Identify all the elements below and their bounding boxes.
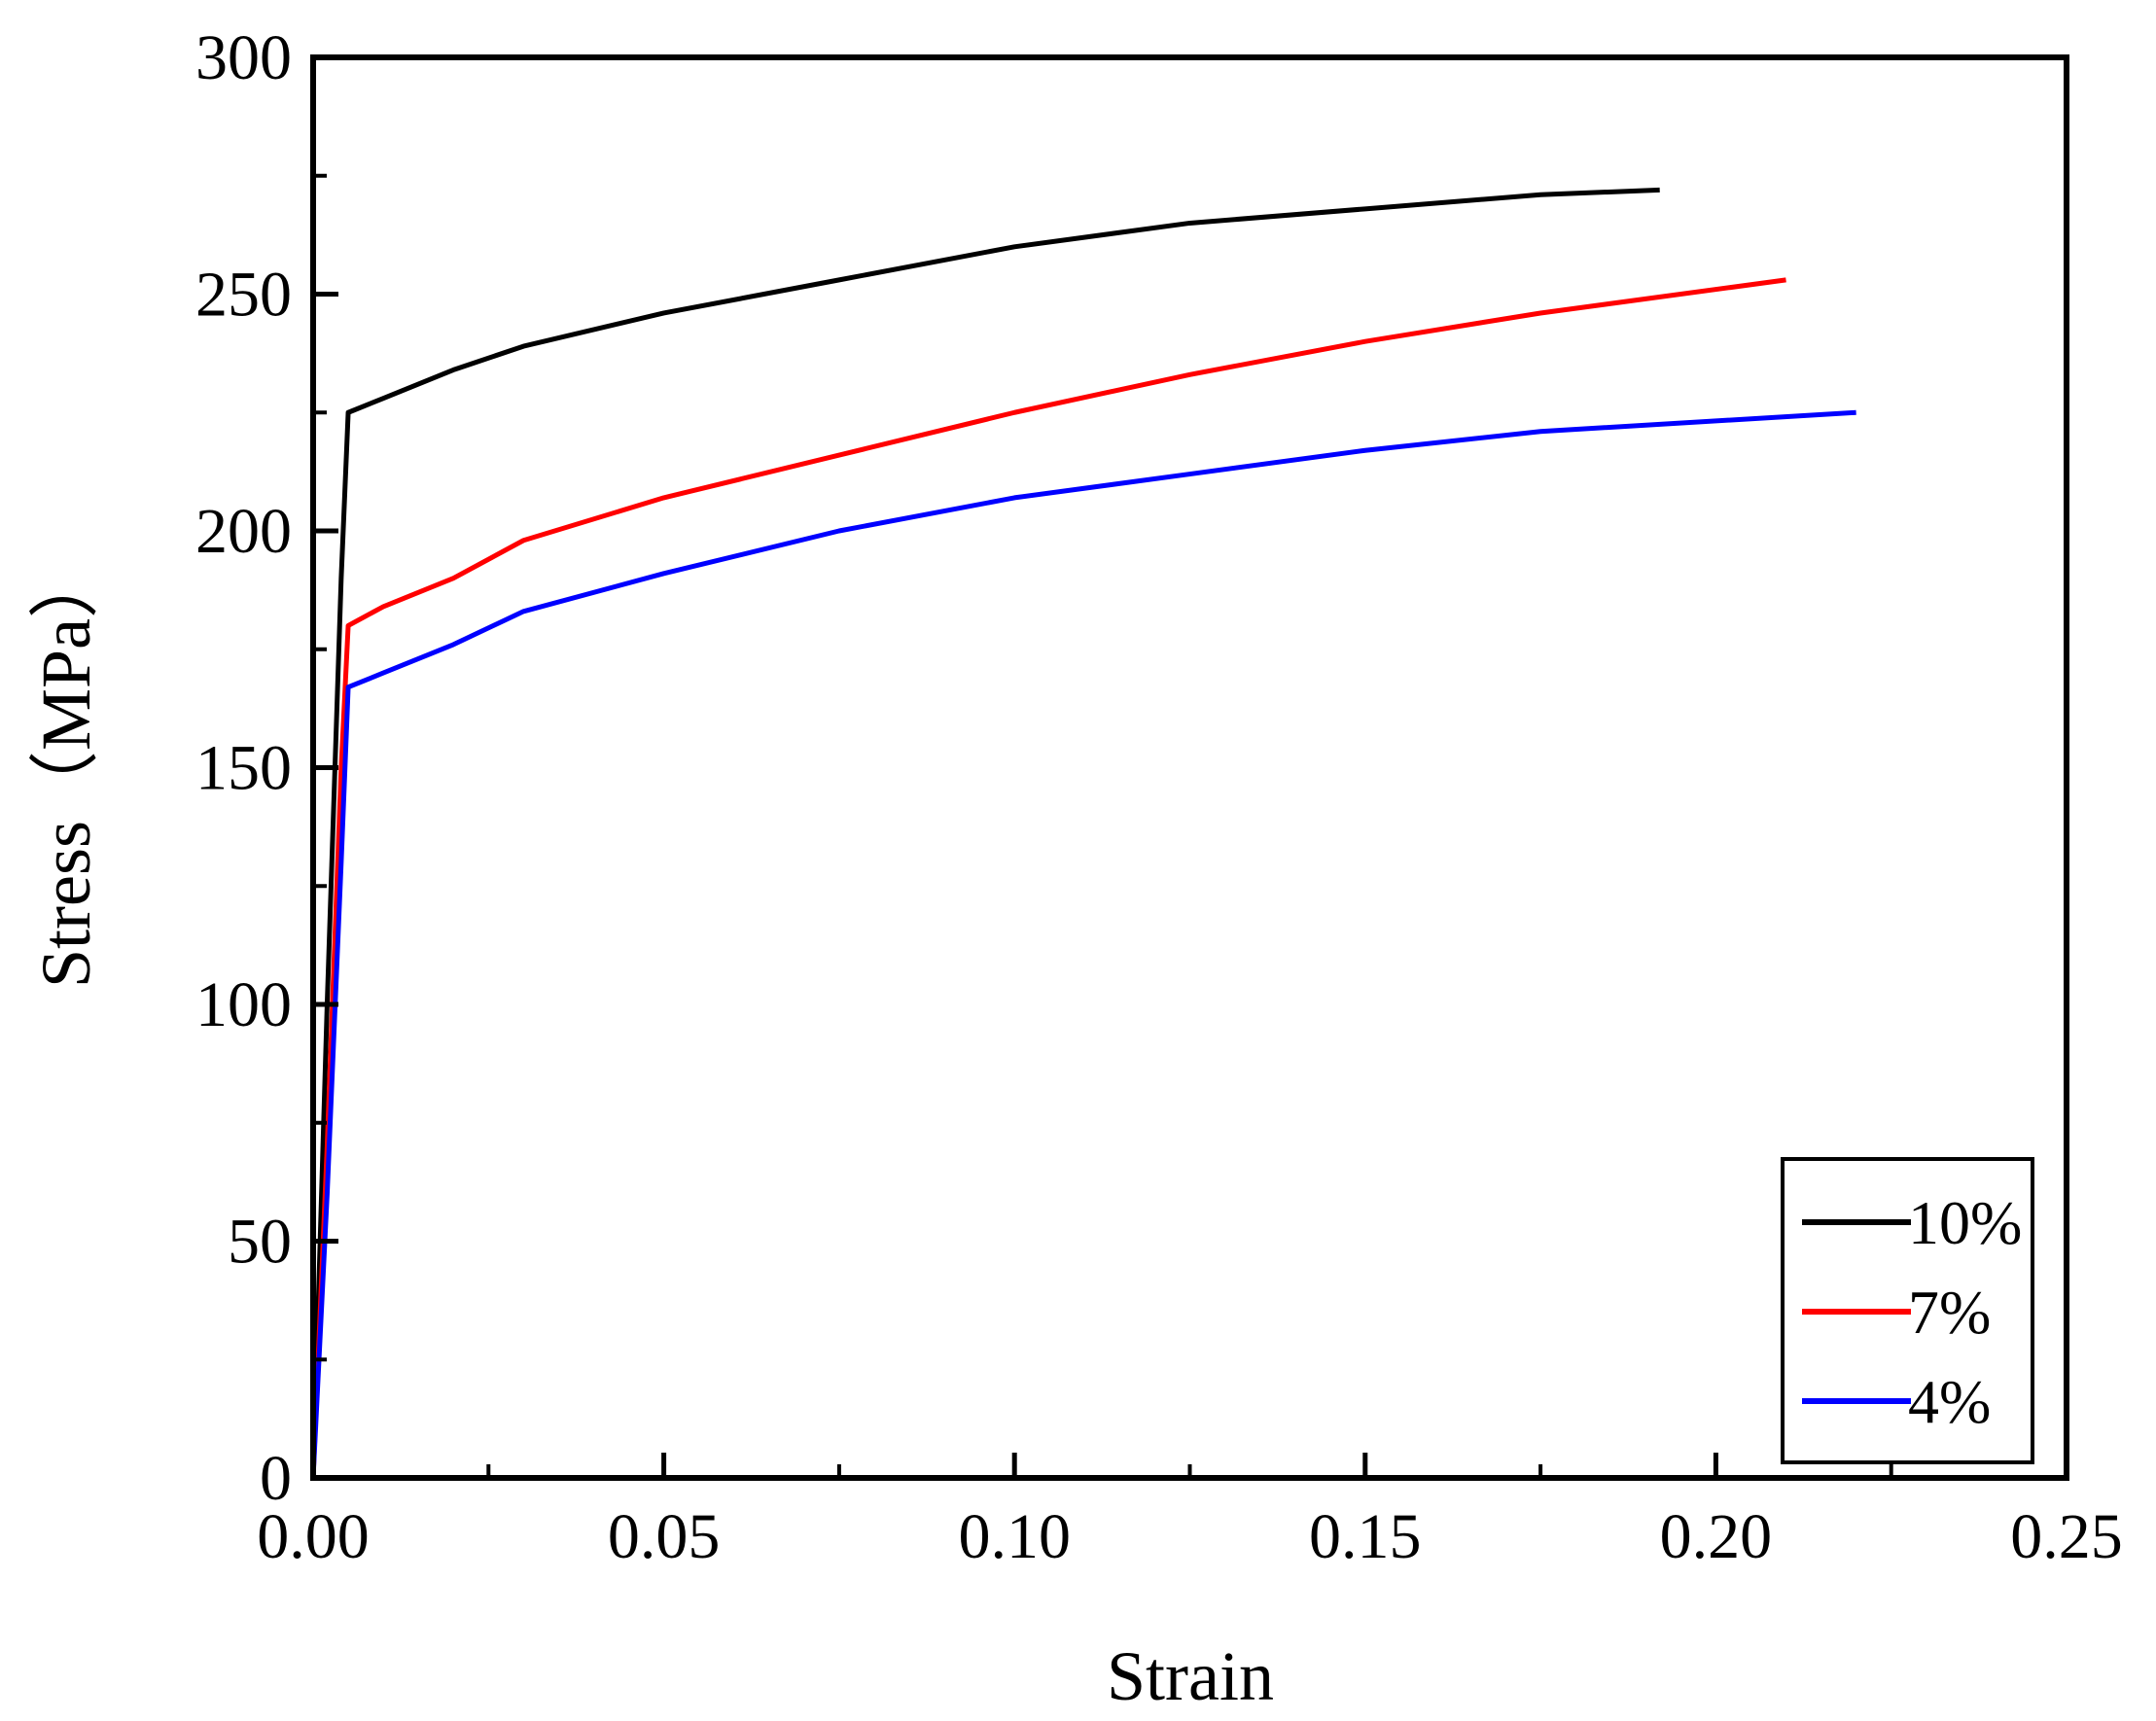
x-axis-label: Strain (1107, 1637, 1274, 1715)
y-axis-label: Stress（MPa） (27, 548, 105, 988)
x-tick-label: 0.15 (1309, 1501, 1422, 1572)
axis-ticks: 0.00 0.05 0.10 0.15 0.20 0.25 0 50 100 150 200 250 3… (195, 22, 2123, 1572)
y-tick-label: 300 (195, 22, 292, 93)
legend-label: 4% (1908, 1367, 1991, 1436)
legend-label: 10% (1908, 1188, 2022, 1257)
y-tick-label: 100 (195, 969, 292, 1040)
x-tick-label: 0.25 (2010, 1501, 2123, 1572)
series-line-10pct (310, 187, 1660, 1479)
y-tick-label: 50 (228, 1207, 292, 1278)
y-tick-label: 150 (195, 733, 292, 804)
plot-area (310, 187, 1856, 1479)
y-tick-label: 250 (195, 260, 292, 331)
legend: 10% 7% 4% (1781, 1157, 2034, 1464)
x-tick-label: 0.10 (958, 1501, 1071, 1572)
x-tick-label: 0.00 (257, 1501, 370, 1572)
y-tick-label: 200 (195, 496, 292, 567)
series-line-7pct (310, 277, 1786, 1479)
legend-label: 7% (1908, 1278, 1991, 1347)
x-tick-label: 0.20 (1660, 1501, 1773, 1572)
series-line-4pct (310, 409, 1856, 1479)
y-tick-label: 0 (260, 1443, 292, 1514)
x-tick-label: 0.05 (608, 1501, 721, 1572)
